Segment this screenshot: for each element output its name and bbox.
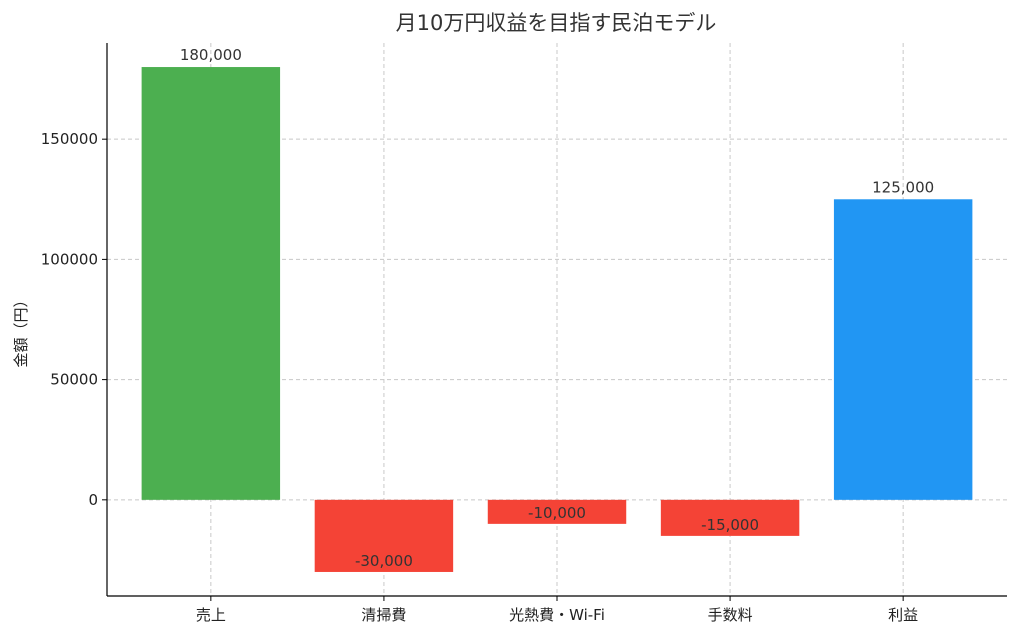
data-labels: 180,000 -30,000 -10,000 -15,000 125,000 [180,46,934,570]
x-tick-label: 売上 [196,606,226,624]
bar [833,199,973,500]
y-axis-label: 金額（円） [12,292,30,367]
data-label: 180,000 [180,46,242,64]
x-tick-label: 清掃費 [361,606,406,624]
y-tick-label: 100000 [41,250,98,268]
y-tick-label: 0 [88,491,98,509]
bar [314,499,454,572]
bars [141,67,973,572]
data-label: 125,000 [872,178,934,196]
y-tick-label: 50000 [50,371,98,389]
data-label: -10,000 [528,504,586,522]
y-tick-label: 150000 [41,130,98,148]
x-tick-label: 光熱費・Wi-Fi [509,606,605,624]
bar [141,67,281,500]
x-tick-label: 利益 [888,606,918,624]
chart-title: 月10万円収益を目指す民泊モデル [396,11,717,35]
x-tick-label: 手数料 [708,606,753,624]
bar [487,499,627,524]
data-label: -30,000 [355,552,413,570]
axes: 0 50000 100000 150000 売上 清掃費 光熱費・Wi-Fi 手数料 利益 [41,43,1007,624]
data-label: -15,000 [701,516,759,534]
bar [660,499,800,536]
